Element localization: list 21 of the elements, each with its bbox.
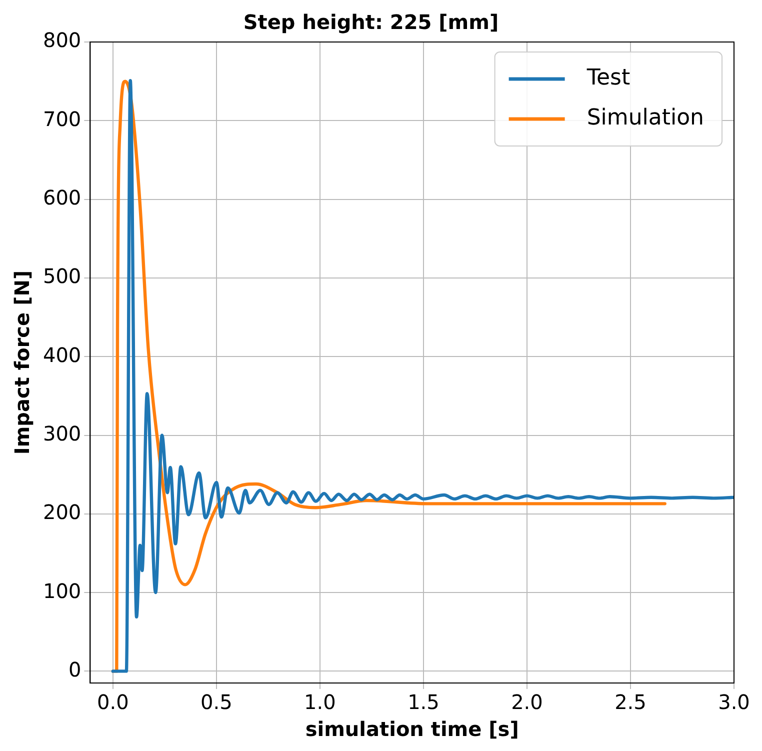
x-tick-label: 1.0 bbox=[304, 690, 336, 714]
chart-title: Step height: 225 [mm] bbox=[243, 10, 499, 34]
y-tick-label: 200 bbox=[42, 500, 82, 524]
x-tick-label: 1.5 bbox=[408, 690, 440, 714]
y-tick-label: 700 bbox=[42, 106, 82, 131]
y-tick-label: 400 bbox=[42, 342, 82, 367]
y-tick-label: 600 bbox=[42, 186, 82, 210]
x-tick-label: 0.5 bbox=[200, 690, 232, 714]
y-tick-label: 500 bbox=[42, 264, 82, 288]
x-tick-label: 3.0 bbox=[718, 690, 750, 714]
x-axis-title: simulation time [s] bbox=[305, 717, 519, 742]
y-tick-label: 800 bbox=[42, 28, 82, 52]
y-tick-label: 300 bbox=[42, 421, 82, 446]
x-tick-label: 2.0 bbox=[511, 690, 543, 714]
x-tick-label: 0.0 bbox=[97, 690, 129, 714]
x-tick-label: 2.5 bbox=[614, 690, 646, 714]
legend-label: Test bbox=[586, 66, 631, 91]
y-tick-label: 0 bbox=[68, 657, 82, 682]
y-tick-label: 100 bbox=[42, 578, 82, 603]
y-axis-title: Impact force [N] bbox=[10, 270, 34, 455]
legend-label: Simulation bbox=[586, 106, 704, 131]
